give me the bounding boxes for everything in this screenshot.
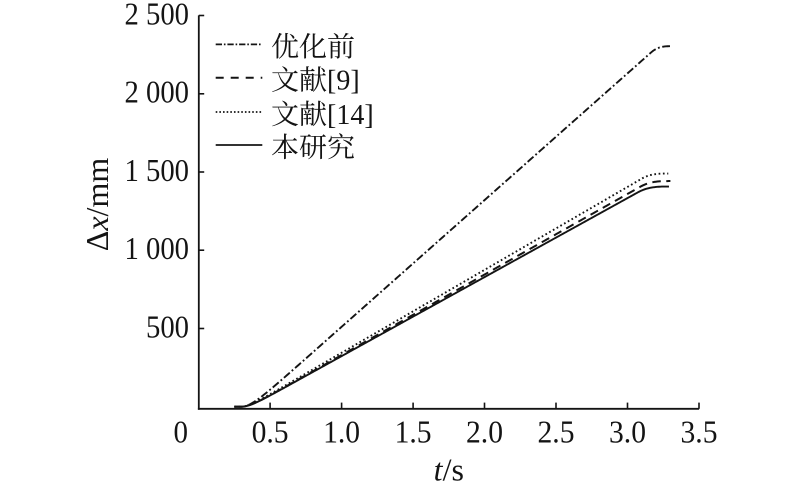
svg-text:3.5: 3.5 <box>681 414 718 450</box>
svg-text:3.0: 3.0 <box>609 414 646 450</box>
svg-text:[14]: [14] <box>327 100 374 131</box>
svg-text:2 000: 2 000 <box>125 74 190 110</box>
svg-text:t/s: t/s <box>434 451 464 487</box>
svg-text:500: 500 <box>146 308 189 344</box>
svg-text:2 500: 2 500 <box>125 0 190 31</box>
svg-text:1.0: 1.0 <box>323 414 360 450</box>
svg-text:0.5: 0.5 <box>252 414 289 450</box>
svg-text:0: 0 <box>174 414 189 450</box>
svg-text:Δx/mm: Δx/mm <box>79 158 115 252</box>
svg-text:1 500: 1 500 <box>125 152 190 188</box>
svg-text:1 000: 1 000 <box>125 230 190 266</box>
svg-text:2.0: 2.0 <box>466 414 503 450</box>
svg-text:2.5: 2.5 <box>538 414 575 450</box>
svg-text:1.5: 1.5 <box>395 414 432 450</box>
svg-text:[9]: [9] <box>327 66 360 97</box>
